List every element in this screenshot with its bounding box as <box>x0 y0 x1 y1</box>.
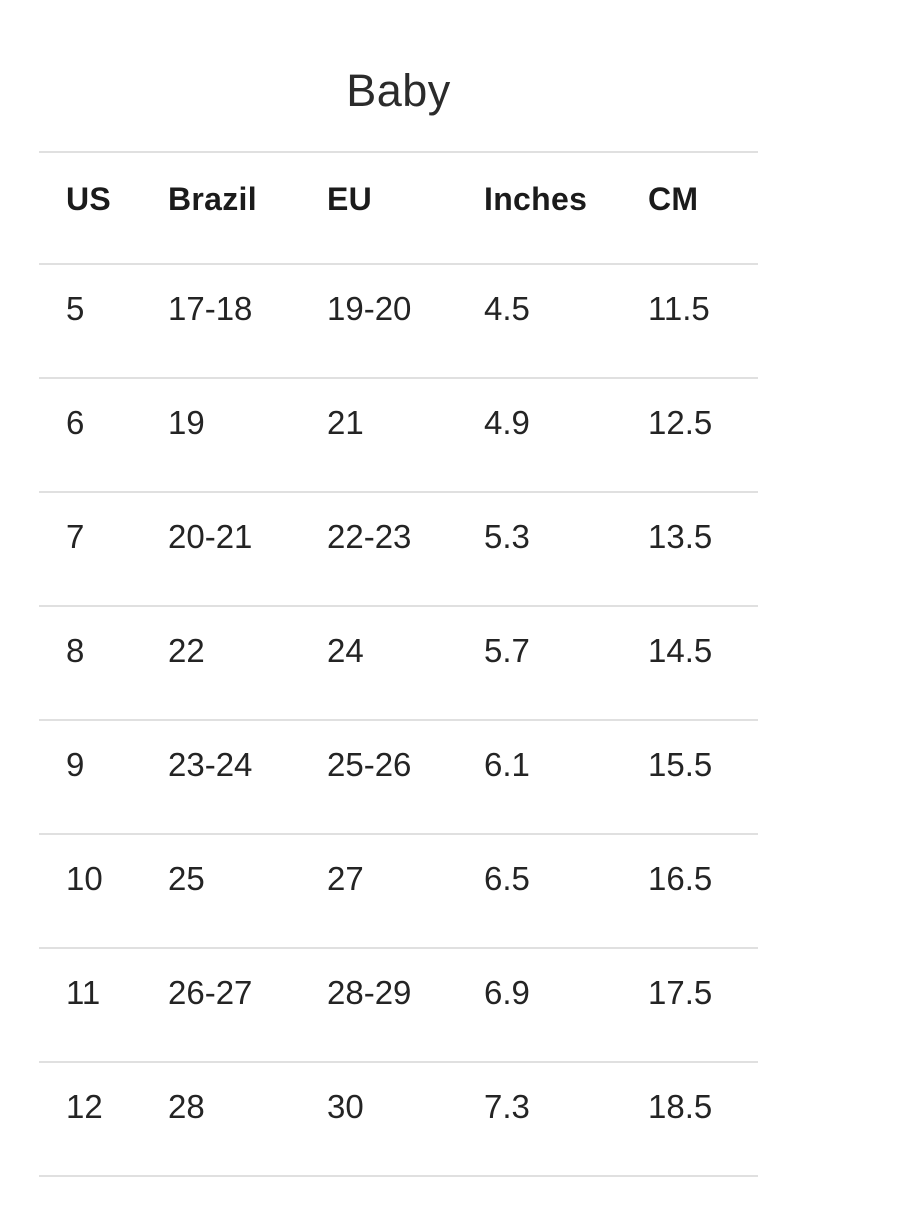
size-cell: 4.9 <box>484 404 530 441</box>
size-cell: 30 <box>327 1088 364 1125</box>
size-cell: 19-20 <box>327 290 412 327</box>
size-cell: 27 <box>327 860 364 897</box>
size-cell: 20-21 <box>168 518 253 555</box>
size-cell: 13.5 <box>648 518 713 555</box>
size-cell: 22 <box>168 632 205 669</box>
size-cell: 17.5 <box>648 974 713 1011</box>
table-row: 6 19 21 4.9 12.5 <box>39 378 758 492</box>
size-cell: 5.3 <box>484 518 530 555</box>
size-cell: 12 <box>66 1088 103 1125</box>
size-cell: 26-27 <box>168 974 253 1011</box>
size-cell: 6.9 <box>484 974 530 1011</box>
size-cell: 28-29 <box>327 974 412 1011</box>
size-cell: 22-23 <box>327 518 412 555</box>
header-row: US Brazil EU Inches CM <box>39 152 758 264</box>
table-row: 11 26-27 28-29 6.9 17.5 <box>39 948 758 1062</box>
size-cell: 16.5 <box>648 860 713 897</box>
column-header: US <box>66 181 112 217</box>
size-cell: 25 <box>168 860 205 897</box>
column-header: Brazil <box>168 181 257 217</box>
size-cell: 17-18 <box>168 290 253 327</box>
size-cell: 11.5 <box>648 290 710 327</box>
table-row: 5 17-18 19-20 4.5 11.5 <box>39 264 758 378</box>
size-cell: 6 <box>66 404 85 441</box>
size-table: US Brazil EU Inches CM 5 17-18 19-20 4.5 11.5 6 19… <box>39 151 758 1177</box>
table-row: 12 28 30 7.3 18.5 <box>39 1062 758 1176</box>
size-cell: 28 <box>168 1088 205 1125</box>
size-cell: 9 <box>66 746 85 783</box>
table-row: 10 25 27 6.5 16.5 <box>39 834 758 948</box>
column-header: Inches <box>484 181 588 217</box>
size-cell: 12.5 <box>648 404 713 441</box>
table-row: 7 20-21 22-23 5.3 13.5 <box>39 492 758 606</box>
table-row: 9 23-24 25-26 6.1 15.5 <box>39 720 758 834</box>
size-cell: 15.5 <box>648 746 713 783</box>
size-cell: 4.5 <box>484 290 530 327</box>
size-cell: 19 <box>168 404 205 441</box>
size-cell: 25-26 <box>327 746 412 783</box>
size-cell: 6.5 <box>484 860 530 897</box>
column-header: CM <box>648 181 699 217</box>
page-title: Baby <box>346 65 451 116</box>
size-cell: 6.1 <box>484 746 530 783</box>
size-cell: 21 <box>327 404 364 441</box>
size-cell: 5.7 <box>484 632 530 669</box>
size-guide-panel: Baby US Brazil EU Inches CM 5 17-18 19-20 4.5 11… <box>39 0 758 1177</box>
size-cell: 7.3 <box>484 1088 530 1125</box>
size-cell: 8 <box>66 632 85 669</box>
size-cell: 14.5 <box>648 632 713 669</box>
size-cell: 11 <box>66 974 101 1011</box>
size-cell: 24 <box>327 632 364 669</box>
size-cell: 10 <box>66 860 103 897</box>
size-cell: 23-24 <box>168 746 253 783</box>
size-cell: 5 <box>66 290 85 327</box>
column-header: EU <box>327 181 373 217</box>
size-table-body: 5 17-18 19-20 4.5 11.5 6 19 21 4.9 12.5 7 20-21 22-2… <box>39 264 758 1176</box>
size-cell: 18.5 <box>648 1088 713 1125</box>
table-row: 8 22 24 5.7 14.5 <box>39 606 758 720</box>
size-cell: 7 <box>66 518 85 555</box>
